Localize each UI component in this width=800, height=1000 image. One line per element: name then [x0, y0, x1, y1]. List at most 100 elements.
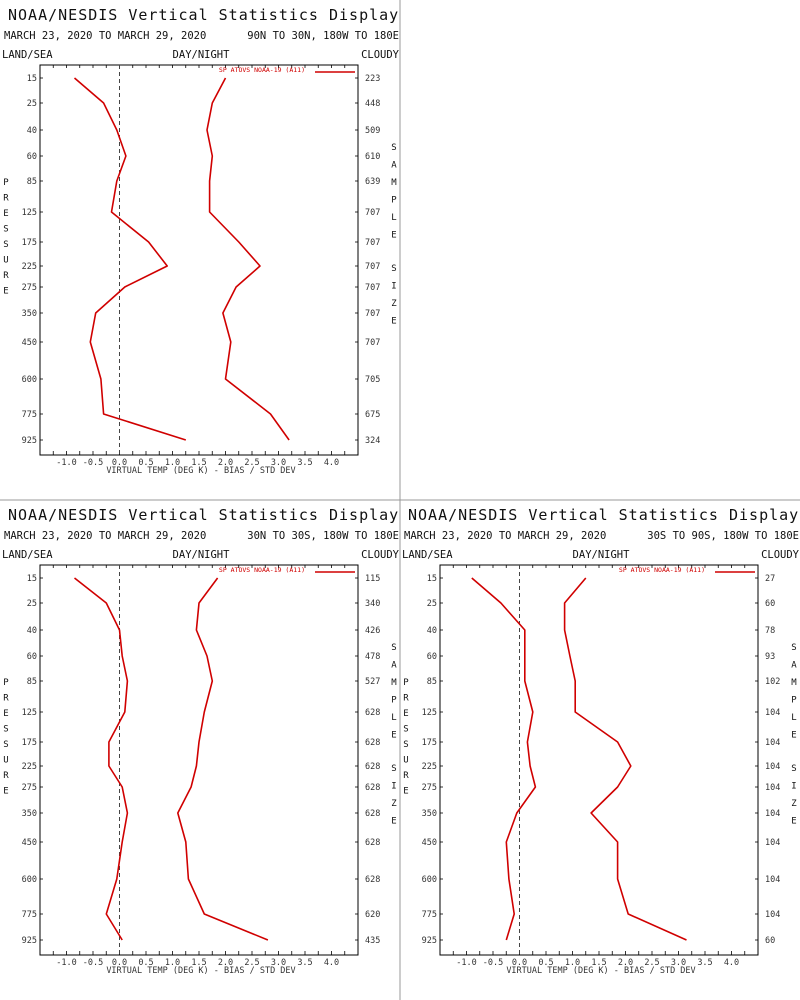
pressure-level-label: 25	[27, 99, 37, 109]
pressure-level-label: 600	[422, 875, 437, 885]
pressure-level-label: 275	[22, 783, 37, 793]
land-sea-label: LAND/SEA	[2, 49, 53, 61]
sample-size-axis-letter: A	[791, 661, 797, 671]
pressure-level-label: 925	[422, 936, 437, 946]
x-tick-label: 1.0	[165, 458, 180, 468]
pressure-level-label: 40	[27, 626, 37, 636]
series-line-bias	[73, 77, 187, 441]
pressure-level-label: 175	[422, 738, 437, 748]
sample-size-axis-letter: E	[791, 731, 796, 741]
sample-size-axis-letter: S	[391, 643, 396, 653]
x-tick-label: 3.0	[671, 958, 686, 968]
pressure-axis-letter: E	[3, 709, 8, 719]
pressure-axis-letter: S	[403, 740, 408, 750]
sample-size-label: 104	[765, 762, 780, 772]
x-tick-label: 0.0	[112, 458, 127, 468]
sample-size-label: 628	[365, 762, 380, 772]
x-tick-label: 4.0	[324, 958, 339, 968]
sample-size-axis-letter: P	[791, 696, 797, 706]
pressure-axis-letter: E	[403, 787, 408, 797]
sample-size-axis-letter: Z	[391, 299, 397, 309]
x-tick-label: -1.0	[56, 458, 76, 468]
sample-size-label: 707	[365, 238, 380, 248]
sample-size-label: 707	[365, 338, 380, 348]
pressure-level-label: 60	[427, 652, 437, 662]
sample-size-axis-letter: E	[391, 317, 396, 327]
x-tick-label: 2.5	[644, 958, 659, 968]
stats-panel-1: NOAA/NESDIS Vertical Statistics Display M…	[2, 6, 400, 476]
x-tick-label: 2.5	[244, 958, 259, 968]
sample-size-axis-letter: I	[791, 782, 796, 792]
sample-size-label: 628	[365, 809, 380, 819]
sample-size-label: 78	[765, 626, 775, 636]
day-night-label: DAY/NIGHT	[173, 549, 231, 561]
sample-size-label: 628	[365, 875, 380, 885]
x-tick-label: 3.5	[297, 958, 312, 968]
pressure-level-label: 60	[27, 652, 37, 662]
x-tick-label: 0.0	[512, 958, 527, 968]
pressure-level-label: 125	[22, 708, 37, 718]
sample-size-axis-letter: A	[391, 661, 397, 671]
sample-size-label: 509	[365, 126, 380, 136]
sample-size-axis-letter: Z	[391, 799, 397, 809]
sample-size-label: 628	[365, 708, 380, 718]
pressure-axis-letter: U	[3, 756, 8, 766]
pressure-axis-letter: R	[3, 694, 9, 704]
sample-size-label: 115	[365, 574, 380, 584]
x-tick-label: 0.5	[138, 458, 153, 468]
x-tick-label: 2.0	[218, 958, 233, 968]
sample-size-label: 223	[365, 74, 380, 84]
sample-size-label: 324	[365, 436, 380, 446]
sample-size-axis-letter: S	[391, 264, 396, 274]
x-tick-label: 3.0	[271, 958, 286, 968]
panel-title: NOAA/NESDIS Vertical Statistics Display	[408, 506, 799, 524]
sample-size-axis-letter: I	[391, 282, 396, 292]
sample-size-label: 628	[365, 783, 380, 793]
pressure-level-label: 775	[22, 910, 37, 920]
sample-size-axis-letter: S	[391, 143, 396, 153]
pressure-level-label: 40	[27, 126, 37, 136]
sample-size-label: 104	[765, 910, 780, 920]
sample-size-label: 707	[365, 309, 380, 319]
pressure-level-label: 275	[422, 783, 437, 793]
legend-label: SP ATOVS NOAA-19 (A11)	[219, 566, 305, 574]
pressure-level-label: 600	[22, 875, 37, 885]
pressure-level-label: 25	[27, 599, 37, 609]
sample-size-axis-letter: E	[391, 731, 396, 741]
x-tick-label: 0.0	[112, 958, 127, 968]
land-sea-label: LAND/SEA	[402, 549, 453, 561]
sample-size-axis-letter: S	[791, 764, 796, 774]
pressure-level-label: 350	[422, 809, 437, 819]
sample-size-axis-letter: S	[391, 764, 396, 774]
region-label: 30N TO 30S, 180W TO 180E	[247, 530, 399, 542]
x-tick-label: 1.5	[591, 958, 606, 968]
series-line-std_dev	[177, 577, 269, 941]
sample-size-label: 104	[765, 838, 780, 848]
pressure-axis-letter: R	[403, 694, 409, 704]
sample-size-axis-letter: E	[391, 817, 396, 827]
cloudy-label: CLOUDY	[761, 549, 800, 561]
pressure-axis-letter: S	[3, 725, 8, 735]
sample-size-axis-letter: E	[791, 817, 796, 827]
legend-label: SP ATOVS NOAA-19 (A11)	[219, 66, 305, 74]
sample-size-axis-letter: A	[391, 161, 397, 171]
sample-size-axis-letter: L	[791, 713, 796, 723]
legend-label: SP ATOVS NOAA-19 (A11)	[619, 566, 705, 574]
series-line-bias	[74, 577, 129, 941]
x-tick-label: 1.0	[565, 958, 580, 968]
panel-title: NOAA/NESDIS Vertical Statistics Display	[8, 6, 399, 24]
sample-size-label: 610	[365, 152, 380, 162]
pressure-level-label: 15	[427, 574, 437, 584]
pressure-level-label: 85	[427, 677, 437, 687]
pressure-level-label: 85	[27, 177, 37, 187]
x-tick-label: 2.0	[618, 958, 633, 968]
x-tick-label: -0.5	[83, 958, 103, 968]
pressure-axis-letter: U	[3, 256, 8, 266]
sample-size-label: 60	[765, 936, 775, 946]
pressure-axis-letter: S	[3, 740, 8, 750]
x-axis-label: VIRTUAL TEMP (DEG K) - BIAS / STD DEV	[106, 466, 295, 476]
pressure-level-label: 225	[22, 262, 37, 272]
sample-size-label: 478	[365, 652, 380, 662]
pressure-level-label: 175	[22, 738, 37, 748]
pressure-level-label: 925	[22, 436, 37, 446]
